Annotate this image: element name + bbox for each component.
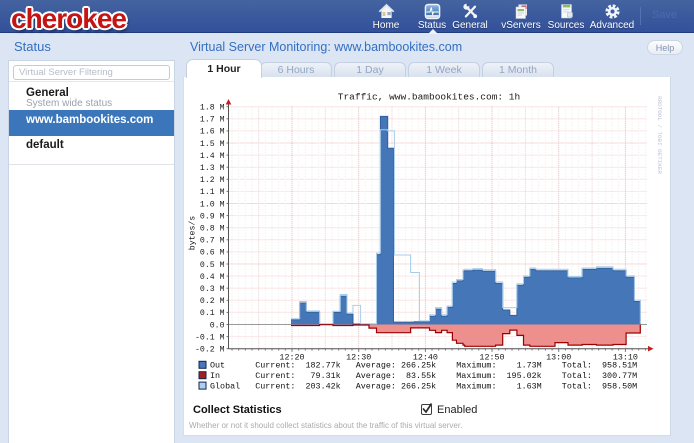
svg-text:12:20: 12:20 bbox=[279, 353, 304, 363]
svg-text:0.4 M: 0.4 M bbox=[200, 273, 225, 282]
svg-text:0.3 M: 0.3 M bbox=[200, 285, 225, 294]
svg-text:0.2 M: 0.2 M bbox=[200, 297, 225, 306]
svg-text:1.6 M: 1.6 M bbox=[200, 128, 225, 137]
svg-text:0.8 M: 0.8 M bbox=[200, 225, 225, 234]
svg-text:1.4 M: 1.4 M bbox=[200, 152, 225, 161]
svg-text:RRDTOOL / TOBI OETIKER: RRDTOOL / TOBI OETIKER bbox=[656, 96, 663, 174]
svg-text:-0.2 M: -0.2 M bbox=[195, 346, 225, 355]
svg-text:In Current: 79.31k A: In Current: 79.31k Average: 83.55k Maxim… bbox=[210, 371, 637, 381]
svg-text:1.1 M: 1.1 M bbox=[200, 188, 225, 197]
svg-text:1.8 M: 1.8 M bbox=[200, 104, 225, 113]
svg-text:-0.1 M: -0.1 M bbox=[195, 333, 225, 342]
svg-text:1.0 M: 1.0 M bbox=[200, 200, 225, 209]
svg-text:0.5 M: 0.5 M bbox=[200, 261, 225, 270]
svg-text:12:50: 12:50 bbox=[479, 353, 504, 363]
svg-text:Out Current: 182.77k A: Out Current: 182.77k Average: 266.25k Ma… bbox=[210, 361, 637, 371]
svg-text:Traffic, www.bambookites.com:: Traffic, www.bambookites.com: 1h bbox=[338, 92, 520, 103]
svg-text:13:00: 13:00 bbox=[546, 353, 571, 363]
svg-text:0.1 M: 0.1 M bbox=[200, 309, 225, 318]
svg-text:13:10: 13:10 bbox=[613, 353, 638, 363]
svg-text:0.7 M: 0.7 M bbox=[200, 237, 225, 246]
svg-text:1.5 M: 1.5 M bbox=[200, 140, 225, 149]
svg-text:12:40: 12:40 bbox=[413, 353, 438, 363]
svg-text:0.6 M: 0.6 M bbox=[200, 249, 225, 258]
svg-text:bytes/s: bytes/s bbox=[188, 216, 198, 250]
svg-text:12:30: 12:30 bbox=[346, 353, 371, 363]
svg-text:1.3 M: 1.3 M bbox=[200, 164, 225, 173]
svg-text:0.9 M: 0.9 M bbox=[200, 212, 225, 221]
svg-text:1.2 M: 1.2 M bbox=[200, 176, 225, 185]
svg-text:0.0: 0.0 bbox=[210, 321, 225, 330]
svg-text:Global Current: 203.42k A: Global Current: 203.42k Average: 266.25k… bbox=[210, 381, 637, 391]
svg-text:1.7 M: 1.7 M bbox=[200, 116, 225, 125]
